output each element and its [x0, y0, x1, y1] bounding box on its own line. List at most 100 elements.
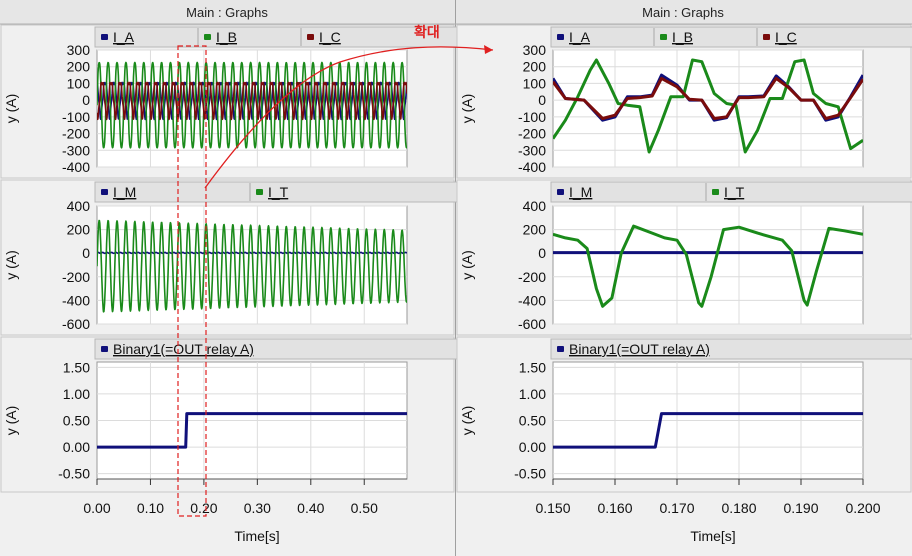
chart-left-currents-mt: I_M I_T 400 200 0 -200 -400 -600 y (A) — [0, 179, 461, 336]
y-tick-label: 100 — [67, 75, 91, 91]
series-line-i-b — [553, 58, 863, 154]
x-tick-label: 0.180 — [721, 500, 756, 516]
legend-bar — [550, 181, 912, 203]
x-axis-label: Time[s] — [690, 528, 735, 544]
y-tick-label: 100 — [523, 75, 547, 91]
legend-swatch — [307, 34, 314, 40]
series-group — [553, 58, 863, 154]
x-tick-label: 0.150 — [535, 500, 570, 516]
legend-item-i-c[interactable]: I_C — [756, 28, 797, 46]
x-tick-label: 0.20 — [190, 500, 217, 516]
series-group — [553, 224, 863, 308]
y-tick-label: 200 — [67, 59, 91, 75]
legend-item-i-b[interactable]: I_B — [197, 28, 237, 46]
x-tick-label: 0.10 — [137, 500, 164, 516]
y-tick-label: -600 — [518, 316, 546, 332]
legend-item-i-b[interactable]: I_B — [653, 28, 693, 46]
series-line-binary1-out-relay-a- — [553, 412, 863, 449]
y-tick-label: 1.50 — [519, 359, 546, 375]
series-group — [553, 412, 863, 449]
legend-swatch — [204, 34, 211, 40]
x-axis-label: Time[s] — [234, 528, 279, 544]
legend-label: I_A — [113, 29, 135, 45]
y-tick-label: 0 — [538, 245, 546, 261]
x-tick-label: 0.170 — [659, 500, 694, 516]
chart-right-currents-mt: I_M I_T 400 200 0 -200 -400 -600 y (A) — [456, 179, 912, 336]
series-group — [97, 219, 407, 313]
legend-label: I_B — [216, 29, 237, 45]
legend-item-i-a[interactable]: I_A — [557, 29, 591, 45]
legend-swatch — [557, 34, 564, 40]
legend-swatch — [101, 34, 108, 40]
y-tick-label: 0.00 — [519, 439, 546, 455]
legend-label: I_B — [672, 29, 693, 45]
y-tick-label: -300 — [518, 142, 546, 158]
y-tick-label: -200 — [518, 126, 546, 142]
legend-item-i-t[interactable]: I_T — [705, 183, 745, 201]
y-tick-label: -0.50 — [514, 466, 546, 482]
legend-swatch — [256, 189, 263, 195]
y-axis-label: y (A) — [459, 250, 475, 280]
chart-right-binary: Binary1(=OUT relay A) 1.50 1.00 0.50 0.00 -0.… — [456, 336, 912, 544]
zoom-arrow — [204, 46, 494, 189]
series-line-i-t — [553, 224, 863, 308]
y-tick-label: 400 — [523, 198, 547, 214]
legend-label: I_A — [569, 29, 591, 45]
y-tick-label: 1.50 — [63, 359, 90, 375]
legend-swatch — [101, 346, 108, 352]
legend-label: I_M — [569, 184, 592, 200]
x-tick-label: 0.190 — [783, 500, 818, 516]
y-tick-label: -400 — [62, 292, 90, 308]
y-tick-label: -300 — [62, 142, 90, 158]
legend-item-binary1-out-relay-a-[interactable]: Binary1(=OUT relay A) — [101, 341, 254, 357]
zoom-arrow-head — [484, 45, 493, 54]
series-line-i-c — [97, 81, 407, 121]
y-axis-label: y (A) — [3, 250, 19, 280]
y-tick-label: -200 — [62, 269, 90, 285]
chart-left-binary: Binary1(=OUT relay A) 1.50 1.00 0.50 0.00 -0.… — [0, 336, 461, 544]
y-tick-label: 0.50 — [519, 413, 546, 429]
y-tick-label: -100 — [518, 109, 546, 125]
legend-item-i-a[interactable]: I_A — [101, 29, 135, 45]
legend-label: I_T — [268, 184, 289, 200]
series-line-i-c — [553, 76, 863, 120]
legend-label: Binary1(=OUT relay A) — [113, 341, 254, 357]
x-tick-label: 0.50 — [351, 500, 378, 516]
legend-item-binary1-out-relay-a-[interactable]: Binary1(=OUT relay A) — [557, 341, 710, 357]
legend-label: I_C — [775, 29, 797, 45]
y-tick-label: -400 — [518, 292, 546, 308]
legend-swatch — [101, 189, 108, 195]
y-tick-label: 200 — [523, 59, 547, 75]
y-tick-label: 0.00 — [63, 439, 90, 455]
y-tick-label: 200 — [523, 222, 547, 238]
y-tick-label: 300 — [523, 42, 547, 58]
series-group — [97, 412, 407, 449]
legend-item-i-m[interactable]: I_M — [557, 184, 592, 200]
y-axis-label: y (A) — [3, 94, 19, 124]
legend-item-i-t[interactable]: I_T — [249, 183, 289, 201]
series-line-i-t — [97, 219, 407, 313]
series-line-binary1-out-relay-a- — [97, 412, 407, 449]
y-axis-label: y (A) — [459, 94, 475, 124]
legend-swatch — [557, 189, 564, 195]
legend-item-i-m[interactable]: I_M — [101, 184, 136, 200]
legend-item-i-c[interactable]: I_C — [300, 28, 341, 46]
y-tick-label: -200 — [518, 269, 546, 285]
zoom-region-marker — [177, 45, 207, 517]
y-tick-label: 200 — [67, 222, 91, 238]
y-tick-label: 300 — [67, 42, 91, 58]
zoom-label: 확대 — [414, 24, 440, 41]
x-tick-label: 0.40 — [297, 500, 324, 516]
y-axis-label: y (A) — [3, 406, 19, 436]
y-tick-label: -100 — [62, 109, 90, 125]
y-tick-label: 0 — [82, 245, 90, 261]
legend-bar — [94, 26, 461, 48]
legend-swatch — [712, 189, 719, 195]
y-tick-label: -600 — [62, 316, 90, 332]
y-tick-label: 0 — [538, 92, 546, 108]
y-tick-label: 0.50 — [63, 413, 90, 429]
x-tick-label: 0.30 — [244, 500, 271, 516]
